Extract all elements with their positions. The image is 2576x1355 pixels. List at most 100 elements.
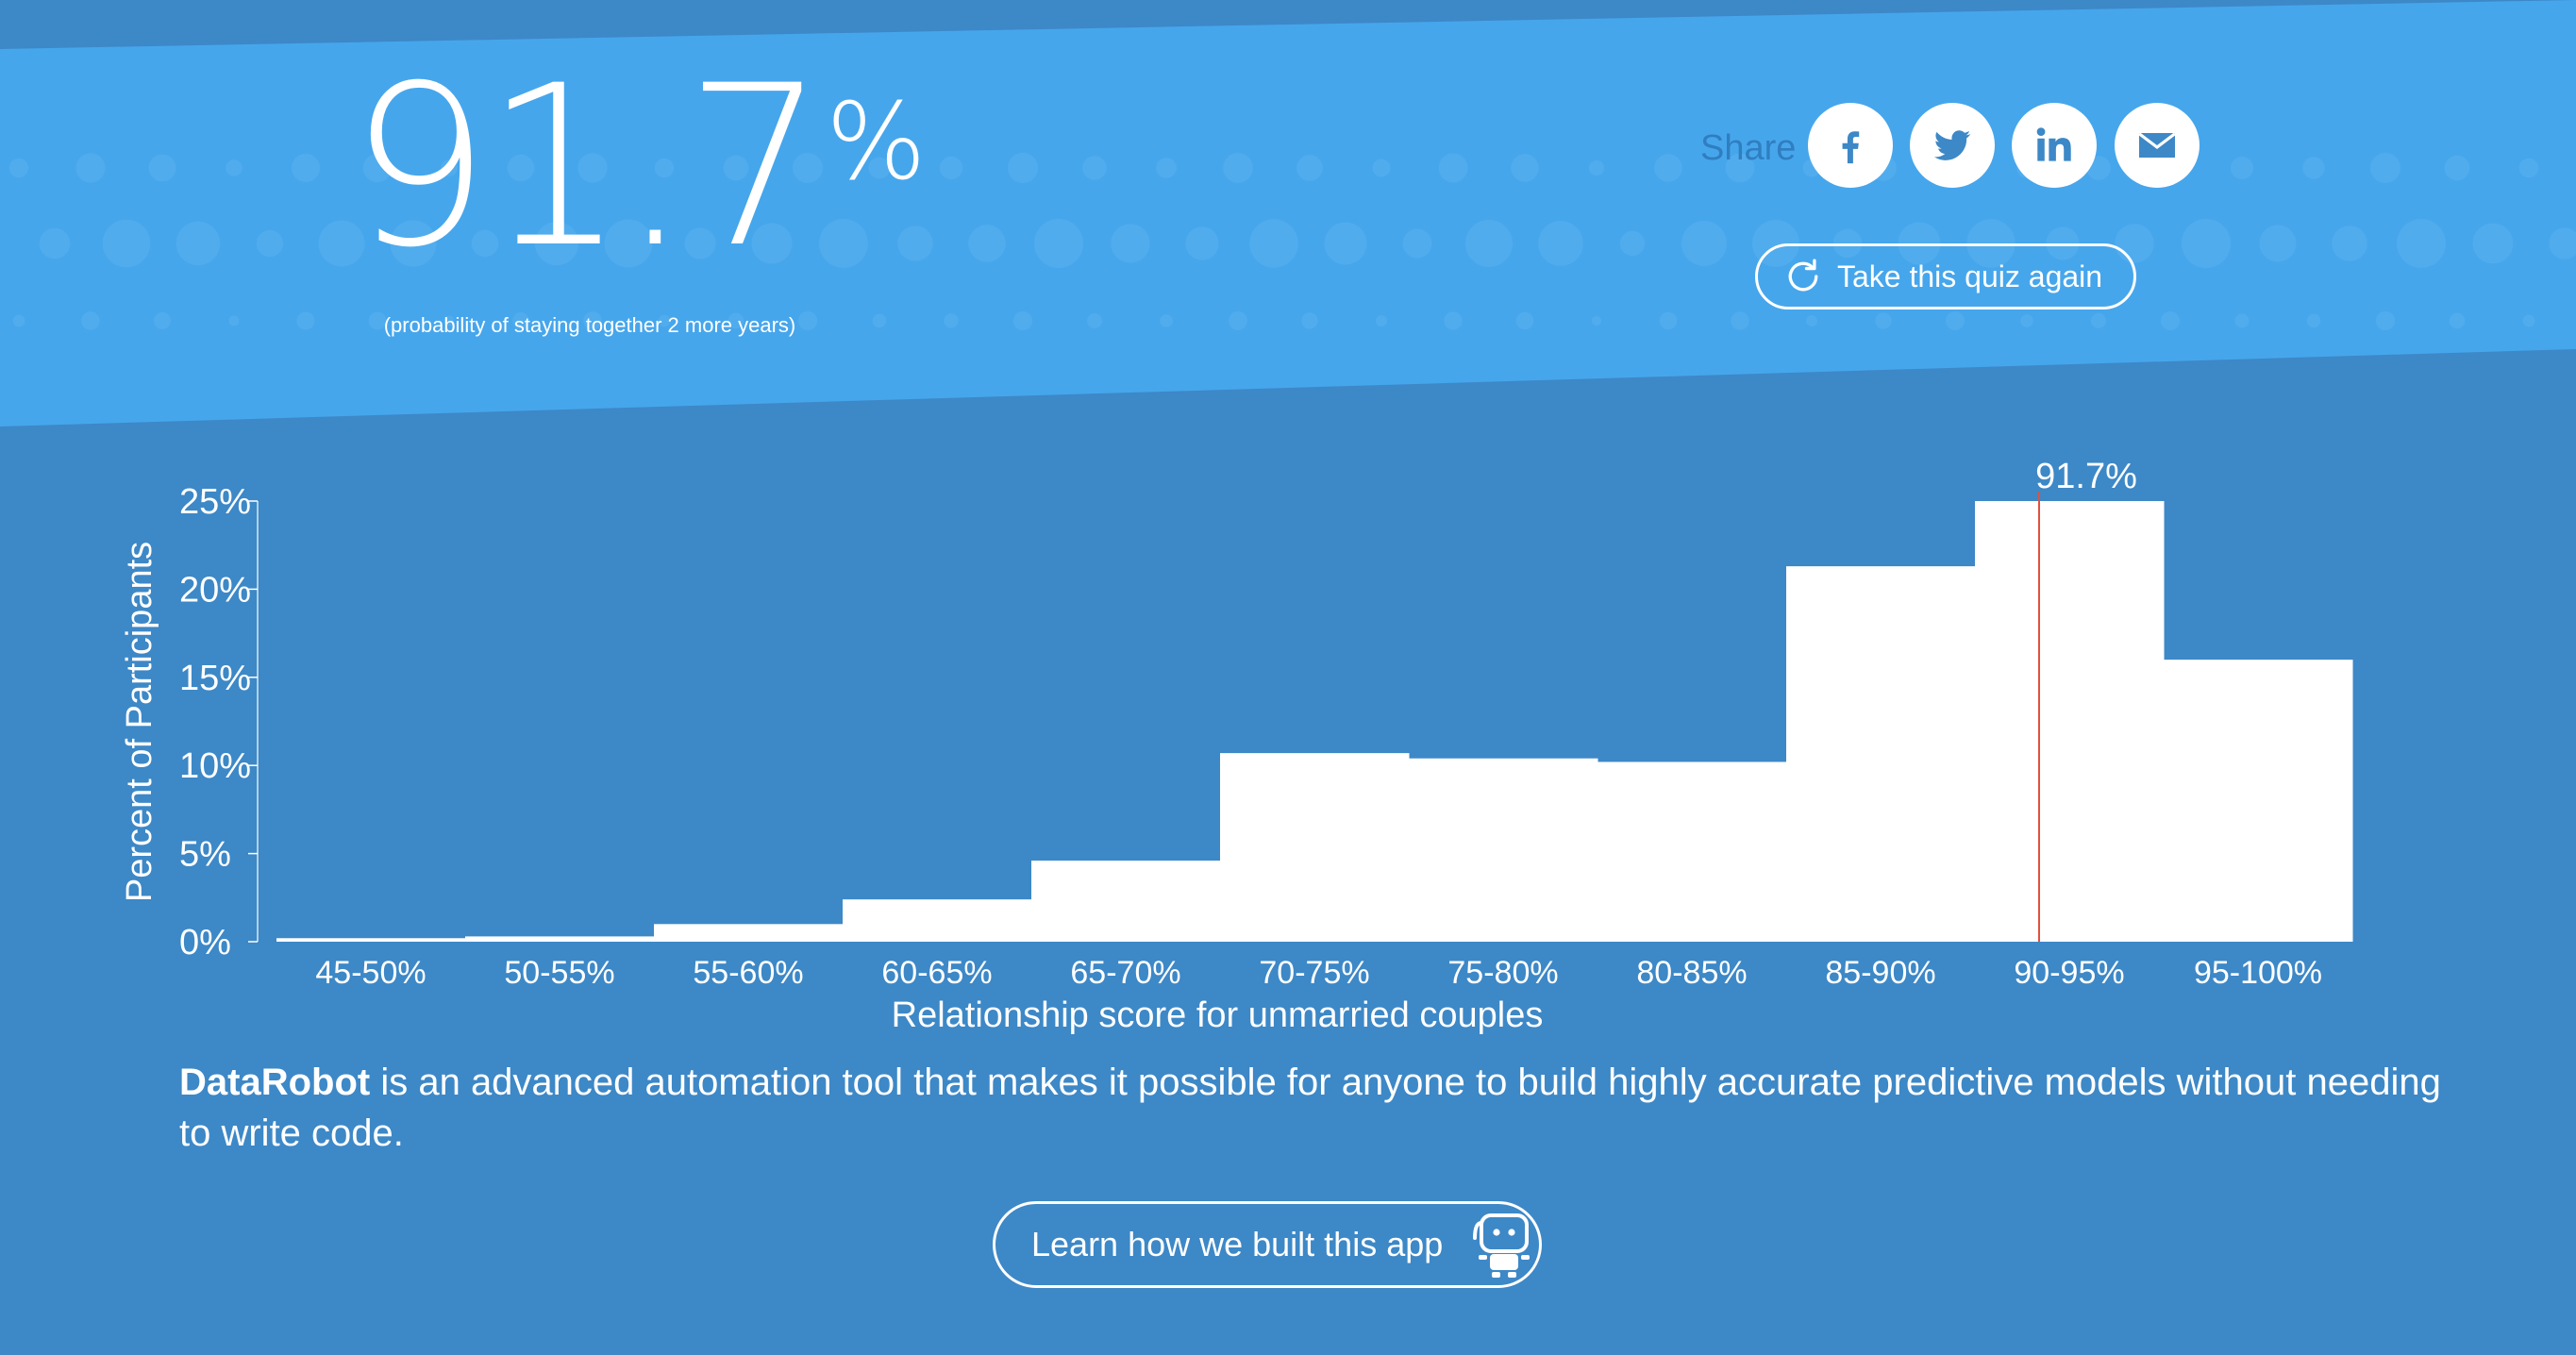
banner-dot — [1731, 311, 1749, 330]
banner-dot — [897, 226, 933, 261]
x-tick-label: 85-90% — [1825, 955, 1935, 991]
histogram-bar — [465, 936, 655, 942]
banner-dot — [292, 154, 320, 182]
histogram-bar — [1786, 566, 1976, 942]
banner-dot — [390, 220, 437, 267]
banner-dot — [1875, 312, 1892, 329]
banner-dot — [1156, 158, 1177, 178]
banner-dot — [102, 219, 151, 268]
banner-dot — [684, 227, 716, 259]
x-tick-label: 95-100% — [2194, 955, 2322, 991]
histogram-bar — [1409, 758, 1598, 942]
y-tick-label: 15% — [179, 659, 251, 698]
banner-dot — [872, 313, 887, 328]
banner-dot — [1034, 219, 1083, 268]
banner-dot — [1659, 311, 1678, 330]
take-quiz-again-button[interactable]: Take this quiz again — [1755, 243, 2136, 309]
banner-dot — [228, 315, 240, 326]
score-marker-label: 91.7% — [2035, 457, 2137, 496]
banner-dot — [1111, 224, 1150, 263]
histogram-bar — [843, 899, 1032, 942]
banner-dot — [1082, 156, 1107, 180]
robot-icon — [1473, 1213, 1531, 1278]
learn-how-built-label: Learn how we built this app — [1031, 1225, 1444, 1263]
banner-dot — [728, 312, 744, 329]
probability-percent-sign: % — [826, 81, 927, 204]
banner-dot — [658, 314, 671, 327]
email-share-button[interactable] — [2115, 103, 2200, 188]
banner-dot — [2161, 311, 2180, 330]
banner-dot — [793, 153, 823, 183]
banner-dot — [534, 221, 579, 266]
banner-dot — [2302, 157, 2325, 179]
x-tick-label: 75-80% — [1447, 955, 1558, 991]
x-tick-label: 50-55% — [504, 955, 614, 991]
linkedin-share-button[interactable] — [2012, 103, 2097, 188]
banner-dot — [604, 219, 653, 268]
banner-dot — [75, 153, 106, 183]
x-tick-label: 70-75% — [1259, 955, 1369, 991]
banner-dot — [1087, 313, 1102, 328]
banner-dot — [1372, 159, 1391, 177]
probability-caption: (probability of staying together 2 more … — [383, 313, 796, 337]
banner-dot — [81, 311, 100, 330]
banner-dot — [1402, 228, 1432, 259]
banner-dot — [1619, 230, 1646, 257]
share-label: Share — [1700, 128, 1797, 168]
banner-dot — [507, 154, 535, 182]
banner-dot — [723, 155, 749, 181]
banner-dot — [1515, 311, 1534, 330]
banner-dot — [798, 311, 817, 330]
banner-dot — [1324, 222, 1367, 265]
learn-how-built-button[interactable]: Learn how we built this app — [993, 1201, 1542, 1288]
facebook-share-button[interactable] — [1808, 103, 1893, 188]
banner-dot — [1013, 311, 1032, 330]
linkedin-icon — [2036, 127, 2071, 161]
banner-dot — [154, 312, 171, 329]
banner-dot — [939, 156, 963, 180]
banner-dot — [2259, 225, 2297, 262]
banner-dot — [12, 314, 25, 327]
datarobot-description: DataRobot is an advanced automation tool… — [179, 1057, 2444, 1159]
banner-dot — [471, 229, 499, 258]
histogram-bar — [1220, 753, 1410, 942]
histogram-bar — [276, 938, 466, 942]
banner-dot — [176, 221, 221, 266]
banner-dot — [1511, 154, 1539, 182]
x-tick-label: 80-85% — [1636, 955, 1747, 991]
x-tick-label: 90-95% — [2014, 955, 2124, 991]
banner-dot — [2332, 226, 2367, 261]
y-tick-label: 0% — [179, 923, 231, 962]
banner-dot — [256, 229, 284, 258]
y-tick-label: 5% — [179, 835, 231, 875]
y-tick-label: 20% — [179, 570, 251, 610]
banner-dot — [577, 153, 608, 183]
banner-dot — [441, 159, 458, 176]
banner-dot — [1301, 312, 1318, 329]
banner-dot — [868, 157, 891, 179]
banner-dot — [2376, 311, 2395, 330]
banner-dot — [2091, 313, 2106, 328]
result-value: 91.7 % — [349, 57, 927, 278]
banner-dot — [1185, 226, 1219, 260]
banner-dot — [968, 225, 1006, 262]
banner-dot — [1160, 314, 1173, 327]
histogram-bar — [654, 924, 844, 942]
banner-dot — [1654, 154, 1682, 182]
banner-dot — [2234, 313, 2250, 328]
banner-dot — [296, 311, 315, 330]
banner-dot — [1008, 153, 1038, 183]
refresh-icon — [1788, 259, 1818, 292]
mail-icon — [2138, 132, 2176, 158]
banner-dot — [1681, 221, 1727, 266]
banner-dot — [2397, 219, 2446, 268]
banner-dot — [39, 227, 71, 259]
banner-dot — [2306, 313, 2321, 328]
banner-dot — [2020, 314, 2033, 327]
facebook-icon — [1842, 131, 1860, 164]
banner-dot — [1465, 220, 1513, 267]
banner-dot — [1229, 311, 1247, 330]
banner-dot — [2449, 312, 2466, 329]
twitter-share-button[interactable] — [1910, 103, 1995, 188]
banner-dot — [443, 315, 455, 326]
